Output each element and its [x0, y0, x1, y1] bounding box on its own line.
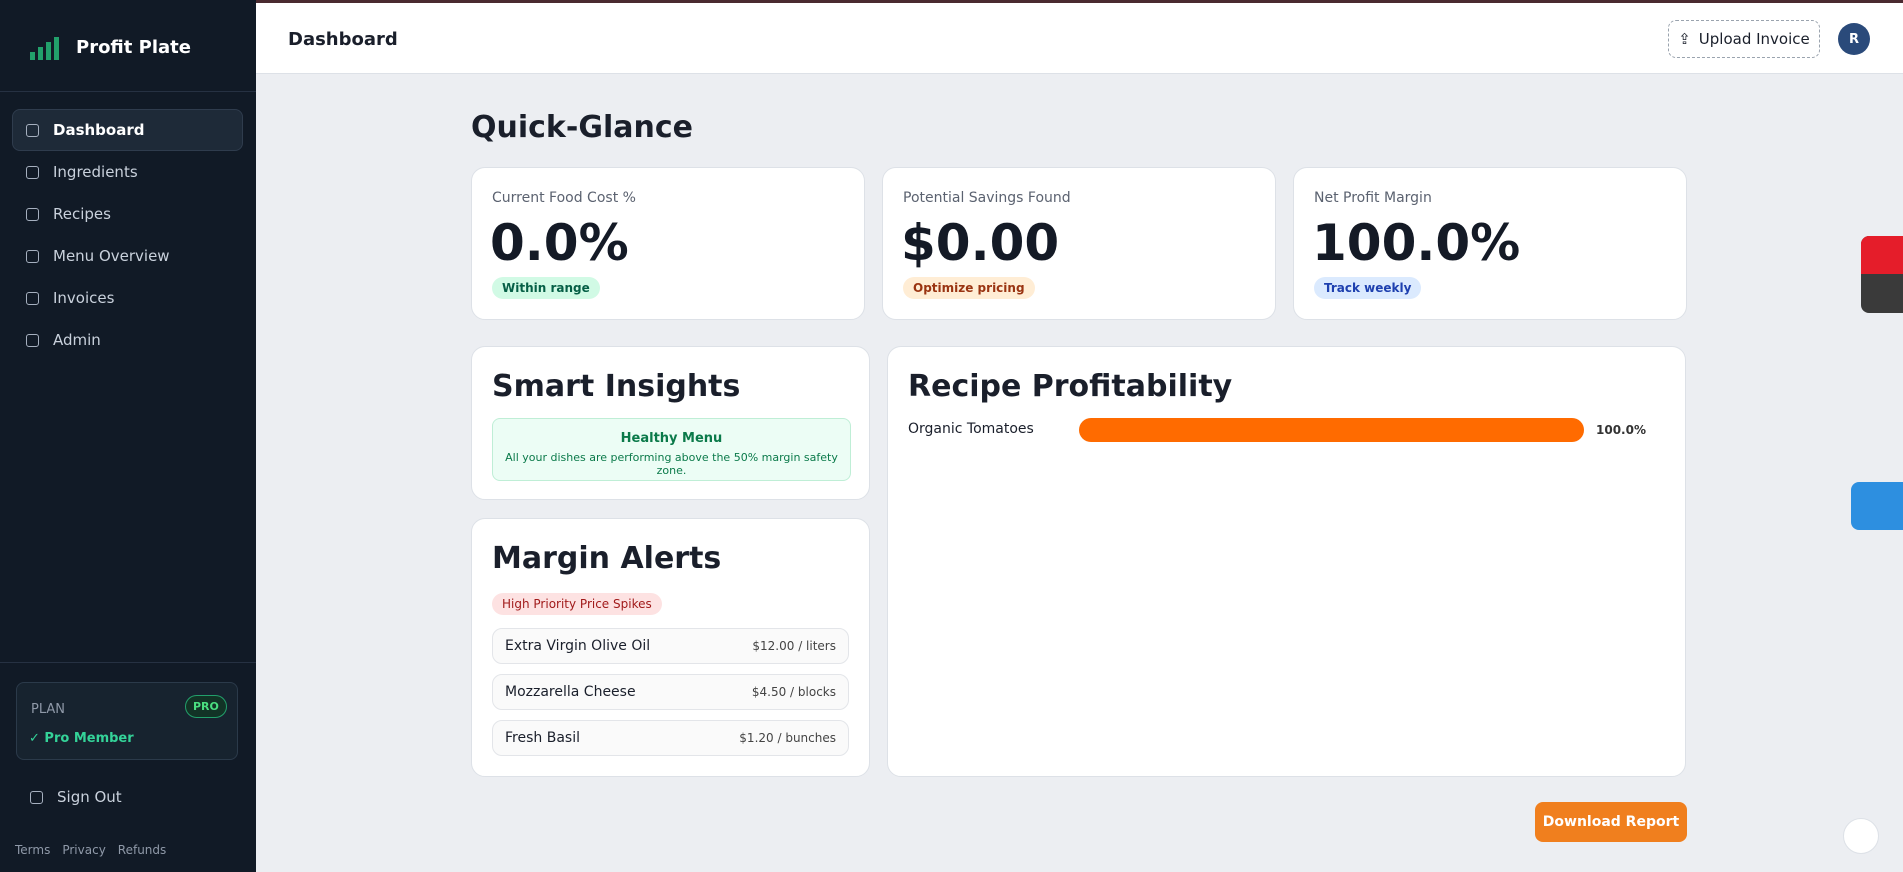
plan-box: PLAN PRO ✓ Pro Member — [16, 682, 238, 760]
icon — [26, 249, 39, 263]
footer-link[interactable]: Terms — [15, 843, 51, 857]
nav-text: Menu Overview — [53, 247, 170, 265]
page-title: Quick-Glance — [471, 110, 693, 145]
bar — [1079, 418, 1584, 442]
alerts-card: Margin Alerts High Priority Price Spikes… — [471, 518, 870, 777]
recipe-name: Organic Tomatoes — [908, 421, 1034, 437]
stat-card: Current Food Cost % 0.0% Within range — [471, 167, 865, 320]
brand: Profit Plate — [76, 37, 191, 58]
alert-row: Fresh Basil $1.20 / bunches — [492, 720, 849, 756]
stat-badge: Optimize pricing — [903, 277, 1035, 299]
sign-out[interactable]: Sign Out — [30, 788, 122, 806]
floating-rocket[interactable] — [1851, 482, 1903, 530]
insight-box: Healthy Menu All your dishes are perform… — [492, 418, 851, 481]
divider — [0, 91, 256, 92]
alert-row: Mozzarella Cheese $4.50 / blocks — [492, 674, 849, 710]
avatar[interactable]: R — [1838, 23, 1870, 55]
chat-button[interactable] — [1843, 818, 1879, 854]
footer-link[interactable]: Privacy — [62, 843, 106, 857]
active-nav-bg — [12, 109, 243, 151]
plan-badge: PRO — [185, 695, 227, 718]
stat-value: 0.0% — [490, 214, 629, 272]
icon — [26, 123, 39, 137]
sidebar: Profit Plate PLAN PRO ✓ Pro Member Sign … — [0, 0, 256, 872]
logo — [30, 37, 59, 60]
alert-name: Mozzarella Cheese — [505, 684, 636, 700]
top-border — [0, 0, 1903, 3]
nav-item[interactable]: Dashboard — [26, 121, 144, 139]
stat-label: Net Profit Margin — [1314, 190, 1432, 206]
alert-name: Extra Virgin Olive Oil — [505, 638, 651, 654]
upload-text: Upload Invoice — [1698, 30, 1810, 48]
nav-text: Ingredients — [53, 163, 138, 181]
nav-text: Invoices — [53, 289, 115, 307]
stat-label: Current Food Cost % — [492, 190, 636, 206]
card-title: Margin Alerts — [492, 541, 722, 576]
nav-item[interactable]: Recipes — [26, 205, 111, 223]
alert-row: Extra Virgin Olive Oil $12.00 / liters — [492, 628, 849, 664]
nav-item[interactable]: Menu Overview — [26, 247, 170, 265]
stat-card: Potential Savings Found $0.00 Optimize p… — [882, 167, 1276, 320]
icon — [26, 333, 39, 347]
stat-value: 100.0% — [1312, 214, 1521, 272]
nav-text: Dashboard — [53, 121, 145, 139]
plan-label: PLAN — [31, 702, 65, 717]
alert-price: $1.20 / bunches — [739, 731, 836, 745]
stat-label: Potential Savings Found — [903, 190, 1071, 206]
alert-price: $12.00 / liters — [752, 639, 836, 653]
footer-link[interactable]: Refunds — [117, 843, 167, 857]
upload-button[interactable]: ⇪ Upload Invoice — [1668, 20, 1820, 58]
bar-label: 100.0% — [1596, 423, 1646, 437]
nav-text: Admin — [53, 331, 101, 349]
nav-text: Recipes — [53, 205, 111, 223]
stat-value: $0.00 — [901, 214, 1060, 272]
stat-badge: Within range — [492, 277, 600, 299]
icon — [26, 207, 39, 221]
nav-item[interactable]: Ingredients — [26, 163, 138, 181]
header-title: Dashboard — [288, 29, 398, 50]
icon — [26, 165, 39, 179]
nav-item[interactable]: Invoices — [26, 289, 114, 307]
profitability-card: Recipe Profitability Organic Tomatoes 100… — [887, 346, 1686, 777]
icon — [26, 291, 39, 305]
nav-item[interactable]: Admin — [26, 331, 101, 349]
alert-name: Fresh Basil — [505, 730, 580, 746]
icon — [30, 790, 43, 804]
alert-badge: High Priority Price Spikes — [492, 593, 662, 615]
sign-out-text: Sign Out — [57, 788, 122, 806]
insight-text: All your dishes are performing above the… — [505, 451, 838, 477]
insight-title: Healthy Menu — [620, 431, 723, 446]
floating-widget[interactable] — [1861, 236, 1903, 313]
stat-badge: Track weekly — [1314, 277, 1422, 299]
insights-card: Smart Insights Healthy Menu All your dis… — [471, 346, 870, 500]
header: Dashboard ⇪ Upload Invoice R — [256, 3, 1903, 74]
footer-links: Terms Privacy Refunds — [15, 843, 166, 857]
stat-card: Net Profit Margin 100.0% Track weekly — [1293, 167, 1687, 320]
download-button[interactable]: Download Report — [1535, 802, 1687, 842]
divider — [0, 662, 256, 663]
plan-status: ✓ Pro Member — [29, 731, 134, 746]
alert-price: $4.50 / blocks — [751, 685, 836, 699]
card-title: Recipe Profitability — [908, 369, 1233, 404]
card-title: Smart Insights — [492, 369, 741, 404]
